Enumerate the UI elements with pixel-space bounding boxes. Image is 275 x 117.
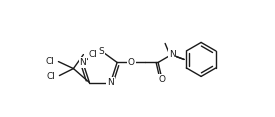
Text: N: N xyxy=(107,78,114,87)
Text: O: O xyxy=(159,75,166,84)
Text: S: S xyxy=(98,48,104,57)
Text: Cl: Cl xyxy=(46,57,54,66)
Text: O: O xyxy=(128,58,135,67)
Text: N: N xyxy=(79,58,86,67)
Text: N: N xyxy=(169,50,175,59)
Text: Cl: Cl xyxy=(89,50,97,59)
Text: Cl: Cl xyxy=(46,72,56,81)
